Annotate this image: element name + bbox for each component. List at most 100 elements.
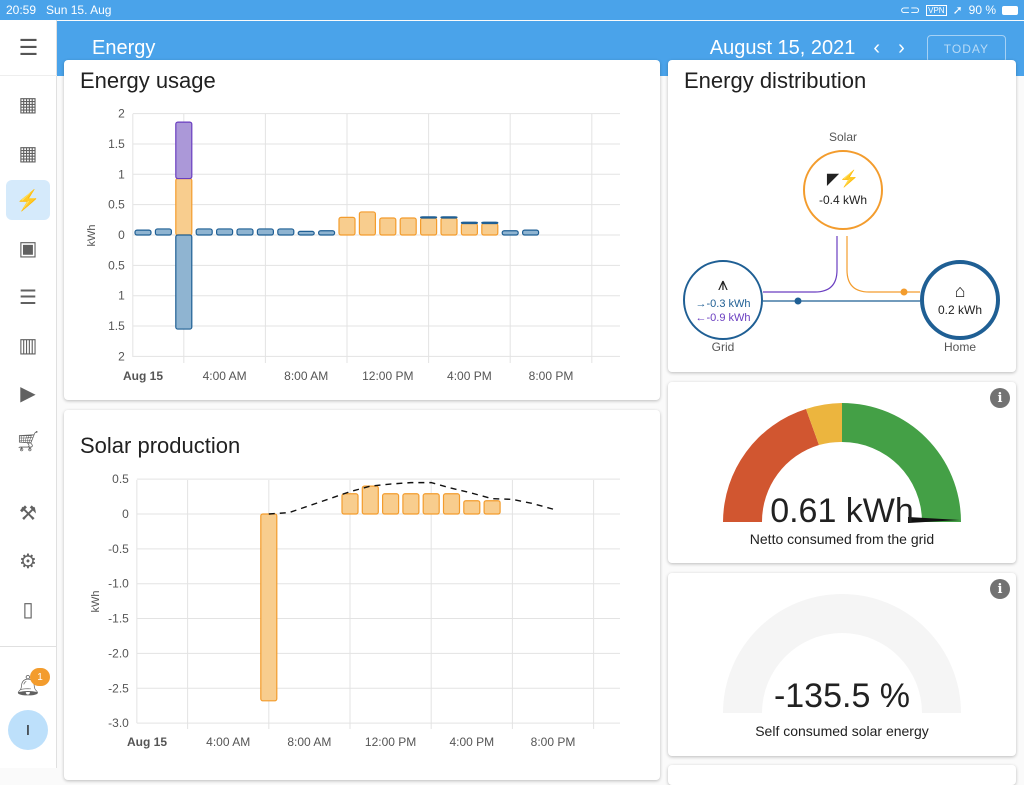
solar-label: Solar <box>829 130 857 144</box>
grid-consumed-value: →-0.3 kWh <box>695 298 750 310</box>
bar-grid <box>236 228 254 236</box>
solar-production-card: Solar production 0.5 0 -0.5 -1.0 -1.5 -2.0 -2.… <box>64 410 660 780</box>
vpn-icon: VPN <box>926 4 947 16</box>
sidebar-item-app-settings[interactable]: ▯ <box>6 589 50 629</box>
y-tick-label: -1.5 <box>108 612 129 626</box>
grid-returned-value: ←-0.9 kWh <box>695 312 750 324</box>
bar-solar <box>260 513 278 702</box>
today-button[interactable]: TODAY <box>926 34 1006 63</box>
sidebar-item-shopping[interactable]: 🛒︎ <box>6 421 50 461</box>
sidebar-item-people[interactable]: ▣ <box>6 228 50 268</box>
gauge-value: 0.61 kWh <box>770 492 914 530</box>
sidebar-item-energy[interactable]: ⚡ <box>6 180 50 220</box>
bar-grid <box>277 228 295 236</box>
status-date: Sun 15. Aug <box>46 3 112 17</box>
y-tick-label: -1.0 <box>108 577 129 591</box>
notification-badge: 1 <box>30 668 50 686</box>
y-tick-label: 2 <box>118 349 125 363</box>
card-title: Energy usage <box>80 68 216 93</box>
bar-grid <box>501 230 519 236</box>
gauge-value: -135.5 % <box>773 677 911 715</box>
x-tick-label: 8:00 PM <box>531 735 576 749</box>
bar-solar <box>379 217 397 236</box>
flow-dot <box>794 297 802 305</box>
bar-solar <box>422 493 440 515</box>
next-day-chevron-icon[interactable]: › <box>898 37 905 59</box>
bar-solar <box>440 217 458 236</box>
bar-grid <box>481 221 499 225</box>
lightning-icon: ⚡ <box>15 189 41 212</box>
gauge-label: Self consumed solar energy <box>755 723 929 739</box>
list-icon: ☰ <box>19 286 37 309</box>
bar-grid <box>318 230 336 236</box>
bar-grid <box>522 229 540 236</box>
bar-grid <box>460 221 478 225</box>
x-tick-label: 8:00 PM <box>529 369 574 383</box>
bar-grid <box>195 228 213 236</box>
bar-solar <box>483 500 501 515</box>
sidebar-item-list[interactable]: ☰ <box>6 277 50 317</box>
y-axis-label: kWh <box>86 225 98 247</box>
cellphone-cog-icon: ▯ <box>22 598 34 621</box>
y-tick-label: -2.5 <box>108 681 129 695</box>
dashboard-icon: ▦ <box>18 93 38 116</box>
sidebar: ☰ ▦ ▦ ⚡ ▣ ☰ ▥ ▶ 🛒︎ ⚒ ⚙ ▯ 🔔︎ 1 I <box>0 20 57 768</box>
account-box-icon: ▣ <box>18 237 38 260</box>
y-tick-label: 0 <box>122 507 129 521</box>
link-icon: ⊂⊃ <box>900 3 921 17</box>
solar-node[interactable] <box>803 150 883 230</box>
bar-solar <box>382 493 400 515</box>
x-tick-label: 8:00 AM <box>284 369 328 383</box>
gauge-track <box>723 594 961 713</box>
play-box-icon: ▶ <box>20 382 36 405</box>
y-tick-label: -3.0 <box>108 716 129 730</box>
info-icon[interactable]: i <box>990 388 1010 408</box>
home-node[interactable] <box>920 260 1000 340</box>
x-tick-label: 12:00 PM <box>365 735 416 749</box>
bar-grid <box>420 216 438 219</box>
bar-solar <box>481 222 499 236</box>
y-tick-label: 1 <box>118 167 125 181</box>
grid-label: Grid <box>712 340 735 354</box>
avatar[interactable]: I <box>8 710 48 750</box>
sidebar-item-developer-tools[interactable]: ⚒ <box>6 493 50 533</box>
solar-value: -0.4 kWh <box>819 193 867 207</box>
bar-solar <box>402 493 420 515</box>
battery-level: 90 % <box>968 3 996 17</box>
grid-node[interactable] <box>683 260 763 340</box>
gauge-needle <box>908 517 960 523</box>
home-value: 0.2 kWh <box>938 303 982 317</box>
sidebar-item-history[interactable]: ▥ <box>6 325 50 365</box>
next-card <box>668 765 1016 785</box>
status-bar: 20:59 Sun 15. Aug ⊂⊃ VPN ➚ 90 % <box>0 0 1024 20</box>
menu-icon[interactable]: ☰ <box>0 20 57 76</box>
sidebar-item-media[interactable]: ▶ <box>6 373 50 413</box>
x-tick-label: Aug 15 <box>127 735 167 749</box>
solar-power-icon: ◤⚡ <box>827 169 859 188</box>
bar-solar <box>460 222 478 236</box>
sidebar-item-dashboard[interactable]: ▦ <box>6 133 50 173</box>
sidebar-item-overview[interactable]: ▦ <box>6 84 50 124</box>
energy-distribution-card: Energy distribution Solar ◤⚡ -0.4 kWh ⩚ … <box>668 60 1016 372</box>
gauge-segment-green <box>842 403 961 522</box>
x-tick-label: 4:00 PM <box>449 735 494 749</box>
home-icon: ⌂ <box>955 281 966 301</box>
status-time: 20:59 <box>6 3 37 17</box>
bar-solar <box>442 493 461 515</box>
y-tick-label: 0 <box>118 228 125 242</box>
grid-gauge-card: i 0.61 kWh Netto consumed from the grid <box>668 382 1016 563</box>
x-tick-label: 4:00 PM <box>447 369 492 383</box>
cart-icon: 🛒︎ <box>15 430 41 453</box>
solar-production-chart: 0.5 0 -0.5 -1.0 -1.5 -2.0 -2.5 -3.0 Aug 15 4:00 A… <box>90 472 620 749</box>
bar-grid <box>216 228 234 236</box>
gauge-label: Netto consumed from the grid <box>749 531 935 547</box>
previous-day-chevron-icon[interactable]: ‹ <box>873 37 881 59</box>
sidebar-item-settings[interactable]: ⚙ <box>6 541 50 581</box>
info-icon[interactable]: i <box>990 579 1010 599</box>
x-tick-label: Aug 15 <box>123 369 163 383</box>
self-consumption-gauge <box>723 594 961 713</box>
dashboard-icon: ▦ <box>18 142 38 165</box>
bar-solar <box>338 216 356 236</box>
y-tick-label: 2 <box>118 107 125 121</box>
bar-solar <box>399 217 417 236</box>
